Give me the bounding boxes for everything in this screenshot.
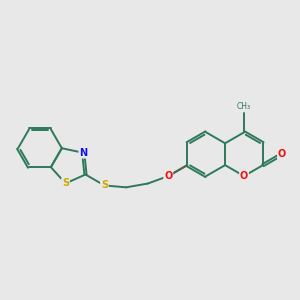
Text: N: N: [79, 148, 87, 158]
Text: S: S: [101, 180, 108, 190]
Text: O: O: [164, 171, 172, 181]
Text: S: S: [62, 178, 69, 188]
Text: CH₃: CH₃: [237, 102, 251, 111]
Text: O: O: [278, 149, 286, 159]
Text: O: O: [240, 171, 248, 181]
